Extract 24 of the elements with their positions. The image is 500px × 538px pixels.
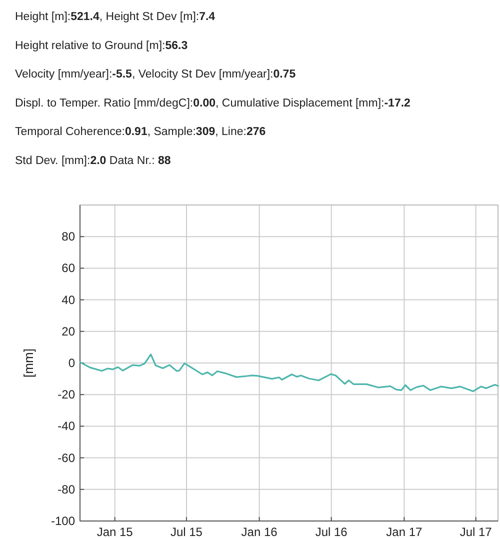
x-tick-label: Jan 15 (96, 525, 134, 538)
y-tick-label: -40 (58, 419, 76, 434)
text: Height relative to Ground [m]:56.3 (15, 40, 188, 52)
y-tick-label: 40 (62, 292, 76, 307)
x-tick-label: Jan 17 (386, 525, 423, 538)
y-tick-label: 60 (62, 261, 76, 276)
y-tick-label: 80 (62, 230, 76, 244)
line-series (79, 354, 499, 392)
y-tick-label: -80 (58, 482, 76, 496)
text: Height [m]:521.4, Height St Dev [m]:7.4 (15, 11, 216, 23)
y-tick-label: 20 (62, 324, 76, 338)
x-tick-label: Jul 15 (170, 525, 203, 538)
y-tick-label: -20 (58, 388, 76, 402)
y-tick-label: -100 (50, 514, 76, 528)
text: Displ. to Temper. Ratio [mm/degC]:0.00, Cumulative Displacement [mm]:-17.2 (15, 97, 410, 110)
text: Std Dev. [mm]:2.0 Data Nr.: 88 (15, 155, 172, 167)
x-tick-label: Jul 17 (460, 525, 492, 538)
x-tick-label: Jan 16 (241, 525, 278, 538)
text: Temporal Coherence:0.91, Sample:309, Line:276 (15, 126, 266, 138)
y-tick-label: -60 (58, 450, 76, 465)
x-tick-label: Jul 16 (315, 525, 348, 538)
text: Velocity [mm/year]:-5.5, Velocity St Dev [mm/year]:0.75 (15, 68, 296, 81)
y-axis-title: [mm] (21, 348, 36, 378)
y-tick-label: 0 (68, 356, 76, 370)
